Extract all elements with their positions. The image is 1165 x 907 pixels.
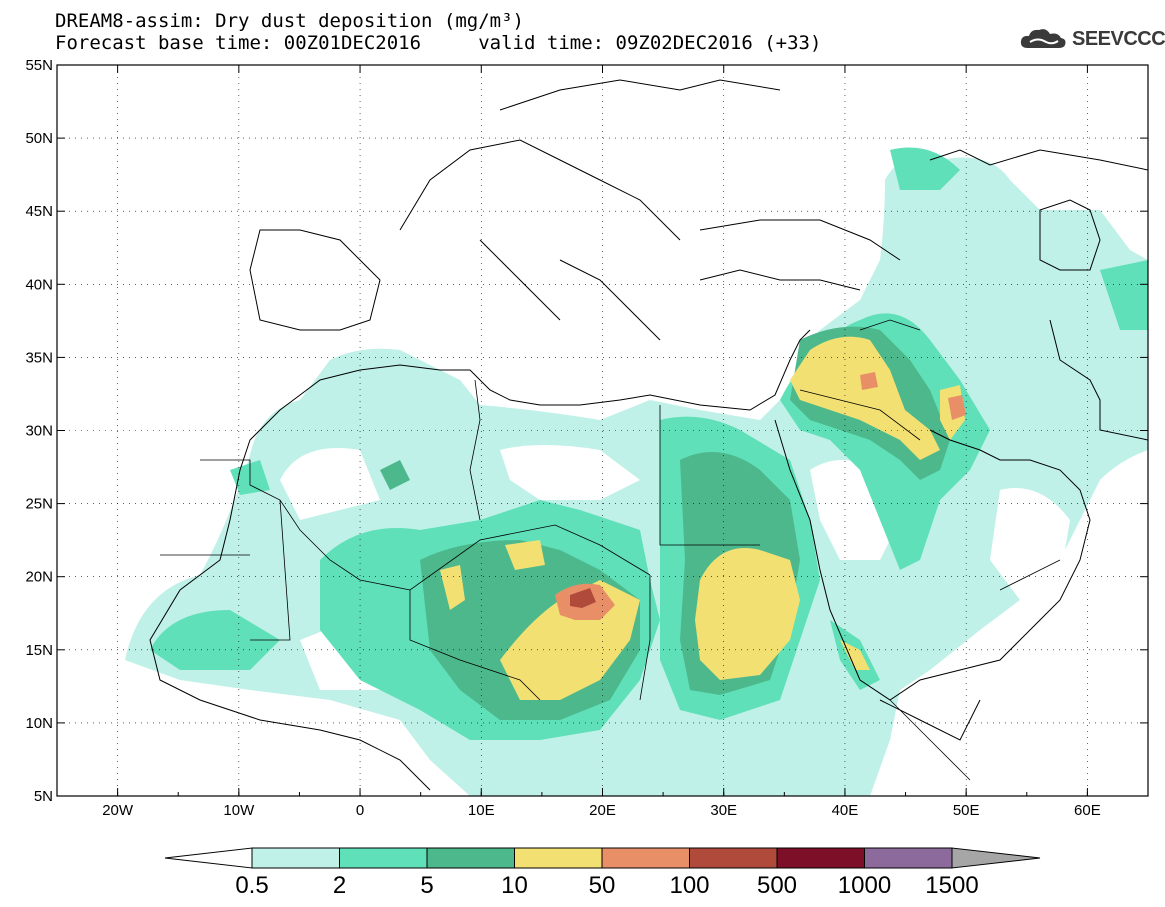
map-title: DREAM8-assim: Dry dust deposition (mg/m³…	[55, 10, 524, 32]
lon-tick-label: 10W	[223, 802, 255, 819]
legend-label: 50	[589, 872, 616, 899]
dust-field-layer	[125, 147, 1148, 796]
legend-color-box	[864, 847, 953, 869]
lon-tick-label: 20W	[102, 802, 134, 819]
legend-color-box	[689, 847, 778, 869]
forecast-time-subtitle: Forecast base time: 00Z01DEC2016 valid t…	[55, 32, 822, 54]
lon-tick-label: 0	[356, 802, 364, 819]
lat-tick-label: 40N	[25, 276, 53, 293]
lat-tick-label: 30N	[25, 423, 53, 440]
logo-text: SEEVCCC	[1072, 27, 1165, 50]
legend-underflow-arrow	[164, 847, 253, 869]
lat-tick-label: 45N	[25, 203, 53, 220]
legend-label: 0.5	[235, 872, 268, 899]
lon-tick-label: 20E	[589, 802, 616, 819]
legend-label: 5	[420, 872, 433, 899]
axis-labels: 20W 10W 0 10E 20E 30E 40E 50E 60E 5N 10N 15N 20N 25N 3…	[25, 57, 1100, 819]
country-borders	[160, 319, 1061, 781]
lat-tick-label: 25N	[25, 496, 53, 513]
legend-color-box	[776, 847, 865, 869]
legend-label: 1500	[925, 872, 978, 899]
legend-label: 500	[757, 872, 797, 899]
lon-tick-label: 60E	[1074, 802, 1101, 819]
seevccc-logo: SEEVCCC	[1018, 26, 1165, 52]
legend-label: 100	[669, 872, 709, 899]
legend-overflow-arrow	[951, 847, 1041, 869]
legend-color-box	[514, 847, 603, 869]
lat-tick-label: 35N	[25, 349, 53, 366]
legend-label: 2	[333, 872, 346, 899]
dust-contour-0-5	[125, 157, 1148, 796]
color-legend: 0.5 2 5 10 50 100 500 1000 1500	[164, 847, 1041, 899]
legend-color-box	[426, 847, 515, 869]
axis-ticks	[56, 64, 1149, 797]
legend-label: 10	[501, 872, 528, 899]
lat-tick-label: 50N	[25, 130, 53, 147]
legend-color-box	[601, 847, 690, 869]
legend-label: 1000	[838, 872, 891, 899]
coastlines	[149, 79, 1148, 791]
lat-tick-label: 5N	[34, 788, 53, 805]
cloud-icon	[1020, 29, 1066, 48]
lat-tick-label: 20N	[25, 569, 53, 586]
dust-contour-10	[440, 336, 965, 700]
lon-tick-label: 50E	[953, 802, 980, 819]
lat-tick-label: 15N	[25, 642, 53, 659]
legend-color-box	[251, 847, 340, 869]
lat-tick-label: 10N	[25, 715, 53, 732]
legend-color-box	[339, 847, 428, 869]
lon-tick-label: 40E	[832, 802, 859, 819]
lat-tick-label: 55N	[25, 57, 53, 74]
dust-contour-100	[570, 588, 596, 608]
lon-tick-label: 10E	[468, 802, 495, 819]
lon-tick-label: 30E	[710, 802, 737, 819]
